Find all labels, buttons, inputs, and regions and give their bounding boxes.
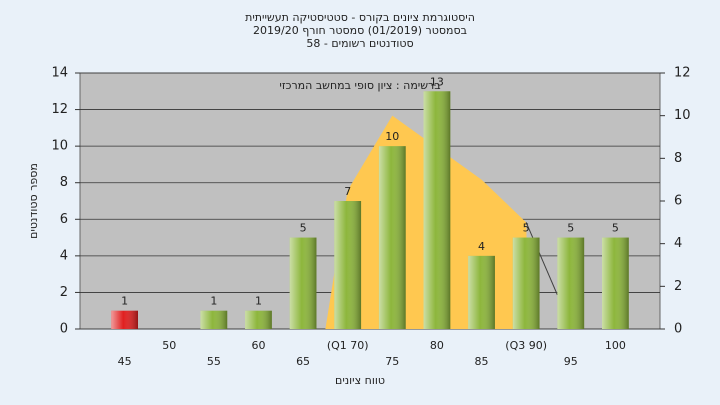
chart-title: בסמסטר (01/2019) סמסטר חורף 2019/20 [253, 24, 467, 37]
x-tick-label: 75 [385, 355, 399, 368]
x-tick-label: (Q3 90) [505, 339, 547, 352]
chart-title: סטודנטים רשומים - 58 [306, 37, 413, 50]
bar-shade [423, 91, 451, 330]
x-tick-label: 80 [430, 339, 444, 352]
y-tick-label: 10 [51, 139, 68, 154]
value-label: 7 [344, 185, 351, 198]
y2-tick-label: 6 [674, 194, 682, 209]
y-tick-label: 0 [60, 322, 68, 337]
y-tick-label: 6 [60, 212, 68, 227]
bar-shade [378, 146, 406, 329]
x-tick-label: 65 [296, 355, 310, 368]
line [525, 222, 558, 296]
y-tick-label: 12 [51, 102, 68, 117]
chart-title: היסטוגרמת ציונים בקורס - סטטיסטיקה תעשיי… [245, 11, 475, 24]
value-label: 13 [430, 75, 444, 88]
y2-tick-label: 8 [674, 151, 682, 166]
y2-tick-label: 10 [674, 108, 691, 123]
y2-tick-label: 2 [674, 279, 682, 294]
value-label: 5 [567, 222, 574, 235]
x-tick-label: 100 [605, 339, 626, 352]
x-tick-label: 95 [564, 355, 578, 368]
y-tick-label: 4 [60, 248, 68, 263]
value-label: 10 [385, 130, 399, 143]
value-label: 5 [300, 222, 307, 235]
value-label: 5 [523, 222, 530, 235]
y2-tick-label: 4 [674, 236, 682, 251]
bar-shade [602, 237, 629, 329]
annotation: ברשימה : ציון סופי במחשב המרכזי [279, 79, 440, 92]
bar-shade [111, 310, 138, 329]
value-label: 1 [210, 295, 217, 308]
y-tick-label: 8 [60, 175, 68, 190]
bar-shade [468, 255, 495, 329]
x-tick-label: (Q1 70) [327, 339, 369, 352]
bar-shade [289, 237, 317, 329]
y-tick-label: 14 [51, 66, 68, 81]
bar-shade [334, 201, 362, 329]
bar-shade [200, 310, 228, 329]
bar-shade [557, 237, 585, 329]
value-label: 1 [255, 295, 262, 308]
x-tick-label: 85 [475, 355, 489, 368]
x-tick-label: 45 [118, 355, 132, 368]
value-label: 5 [612, 222, 619, 235]
bar-shade [245, 310, 272, 329]
y-tick-label: 2 [60, 285, 68, 300]
y2-tick-label: 0 [674, 322, 682, 337]
x-axis-label: טווח ציונים [335, 374, 385, 387]
value-label: 1 [121, 295, 128, 308]
y-axis-label: מספר סטודנטים [27, 163, 40, 239]
bar-shade [512, 237, 540, 329]
x-tick-label: 50 [162, 339, 176, 352]
x-tick-label: 60 [251, 339, 265, 352]
y2-tick-label: 12 [674, 66, 691, 81]
value-label: 4 [478, 240, 485, 253]
x-tick-label: 55 [207, 355, 221, 368]
